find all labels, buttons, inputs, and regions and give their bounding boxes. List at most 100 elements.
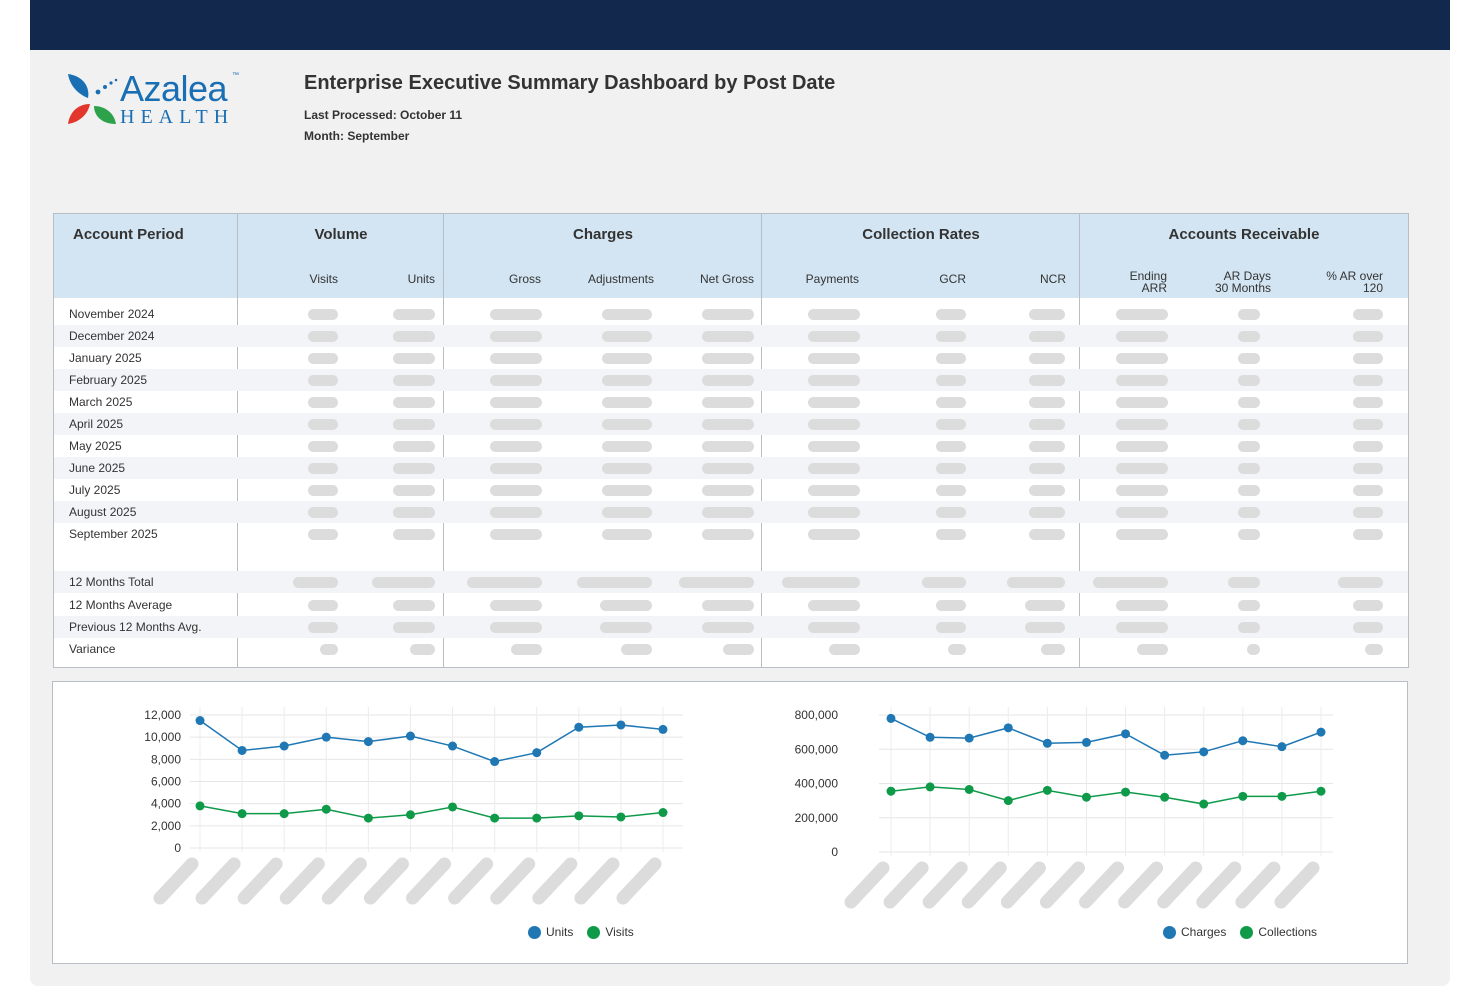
value-placeholder [308,600,338,611]
data-point [448,802,458,812]
data-point [1277,742,1287,752]
ar-days-column-header: AR Days 30 Months [1214,269,1271,295]
column-divider [237,214,238,667]
value-placeholder [1353,419,1383,430]
value-placeholder [602,309,652,320]
value-placeholder [1116,353,1168,364]
value-placeholder [577,577,652,588]
ending-arr-column-header: Ending ARR [1129,269,1167,295]
value-placeholder [1338,577,1383,588]
value-placeholder [490,600,542,611]
value-placeholder [490,397,542,408]
value-placeholder [1238,463,1260,474]
legend-dot-icon [1163,925,1176,939]
data-point [1042,738,1052,748]
value-placeholder [320,644,338,655]
value-placeholder [808,375,860,386]
value-placeholder [1116,463,1168,474]
value-placeholder [702,600,754,611]
account-period-header: Account Period [73,226,184,243]
value-placeholder [1029,331,1065,342]
value-placeholder [1238,375,1260,386]
adjustments-column-header: Adjustments [587,272,654,286]
last-processed-label: Last Processed: October 11 [304,108,463,122]
value-placeholder [702,507,754,518]
data-point [532,748,542,758]
row-label: July 2025 [69,483,121,497]
value-placeholder [602,331,652,342]
value-placeholder [490,463,542,474]
value-placeholder [308,485,338,496]
value-placeholder [1247,644,1260,655]
table-row: April 2025 [54,413,1408,435]
value-placeholder [393,397,435,408]
value-placeholder [308,375,338,386]
value-placeholder [308,331,338,342]
value-placeholder [1238,441,1260,452]
x-label-placeholder [153,857,199,905]
value-placeholder [602,463,652,474]
table-row: June 2025 [54,457,1408,479]
value-placeholder [679,577,754,588]
logo-subtitle: HEALTH [120,106,235,128]
legend-item-charges: Charges [1163,925,1226,939]
value-placeholder [1353,485,1383,496]
units-visits-line-chart: 12,000 10,000 8,000 6,000 4,000 2,000 0 [144,707,683,905]
accounts-receivable-header: Accounts Receivable [1168,226,1320,243]
data-point [279,809,289,819]
value-placeholder [490,507,542,518]
legend-dot-icon [1240,925,1254,939]
value-placeholder [808,622,860,633]
value-placeholder [808,507,860,518]
value-placeholder [308,463,338,474]
y-tick-label: 2,000 [151,819,181,833]
data-point [1003,796,1013,806]
value-placeholder [602,375,652,386]
y-tick-label: 12,000 [144,708,181,722]
row-label: November 2024 [69,307,155,321]
value-placeholder [393,375,435,386]
value-placeholder [808,309,860,320]
charts-container: 12,000 10,000 8,000 6,000 4,000 2,000 0 800,00… [52,681,1408,964]
table-row: 12 Months Average [54,594,1408,616]
value-placeholder [1238,507,1260,518]
value-placeholder [1238,529,1260,540]
value-placeholder [936,331,966,342]
gross-column-header: Gross [508,272,541,286]
data-point [405,810,415,820]
value-placeholder [936,600,966,611]
value-placeholder [393,331,435,342]
value-placeholder [1353,441,1383,452]
legend-dot-icon [528,925,541,939]
x-label-placeholder [363,857,409,905]
value-placeholder [467,577,542,588]
value-placeholder [600,600,652,611]
data-point [1121,787,1131,797]
value-placeholder [723,644,754,655]
value-placeholder [808,600,860,611]
value-placeholder [702,331,754,342]
data-point [1042,785,1052,795]
value-placeholder [1093,577,1168,588]
azalea-health-logo: Azalea ™ HEALTH [64,68,244,130]
gcr-column-header: GCR [939,272,966,286]
value-placeholder [490,309,542,320]
value-placeholder [1353,309,1383,320]
x-label-placeholder [1274,861,1320,909]
data-point [616,720,626,730]
value-placeholder [1353,463,1383,474]
value-placeholder [808,419,860,430]
value-placeholder [1116,485,1168,496]
row-label: December 2024 [69,329,155,343]
value-placeholder [1238,485,1260,496]
volume-header: Volume [314,226,368,243]
value-placeholder [1029,419,1065,430]
row-label: September 2025 [69,527,158,541]
value-placeholder [1116,309,1168,320]
value-placeholder [393,622,435,633]
data-point [237,809,247,819]
ncr-column-header: NCR [1040,272,1066,286]
value-placeholder [1353,529,1383,540]
value-placeholder [490,529,542,540]
value-placeholder [1228,577,1260,588]
